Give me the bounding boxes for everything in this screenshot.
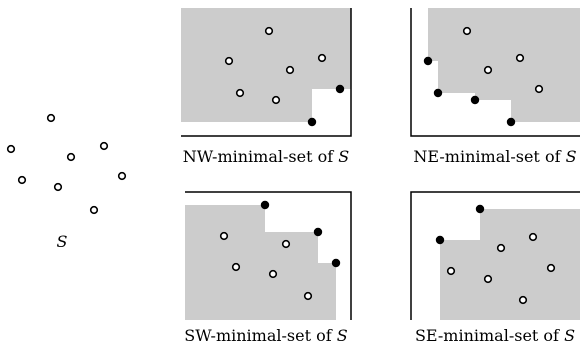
point	[264, 26, 274, 36]
minimal-point	[313, 227, 323, 237]
caption-sw: SW-minimal-set of S	[184, 326, 347, 345]
panel-ne	[410, 8, 580, 137]
point	[317, 53, 327, 63]
point	[99, 141, 109, 151]
set-label: S	[57, 232, 68, 251]
point	[462, 26, 472, 36]
dominance-region	[428, 8, 580, 122]
panel-frame	[181, 8, 352, 137]
point	[446, 266, 456, 276]
point	[271, 95, 281, 105]
point	[17, 175, 27, 185]
panel-frame	[410, 8, 580, 137]
point-set-s	[6, 113, 127, 215]
point	[515, 53, 525, 63]
minimal-point	[506, 117, 516, 127]
point	[117, 171, 127, 181]
minimal-point	[260, 200, 270, 210]
minimal-point	[423, 56, 433, 66]
point	[268, 269, 278, 279]
point	[303, 291, 313, 301]
panel-sw	[185, 191, 352, 320]
panel-se	[410, 191, 580, 320]
caption-nw: NW-minimal-set of S	[183, 147, 349, 166]
point	[53, 182, 63, 192]
minimal-point	[335, 84, 345, 94]
minimal-point	[307, 117, 317, 127]
caption-ne: NE-minimal-set of S	[413, 147, 576, 166]
point	[534, 84, 544, 94]
minimal-point	[433, 88, 443, 98]
point	[483, 274, 493, 284]
point	[546, 263, 556, 273]
minimal-point	[470, 95, 480, 105]
point	[281, 239, 291, 249]
dominance-region	[185, 205, 336, 320]
point	[224, 56, 234, 66]
point	[6, 144, 16, 154]
point	[219, 231, 229, 241]
minimal-point	[475, 204, 485, 214]
point	[496, 243, 506, 253]
panel-frame	[410, 191, 580, 320]
dominance-region	[181, 8, 351, 122]
minimal-point	[331, 258, 341, 268]
minimal-point	[435, 235, 445, 245]
point	[66, 152, 76, 162]
point	[235, 88, 245, 98]
caption-se: SE-minimal-set of S	[415, 326, 575, 345]
point	[483, 65, 493, 75]
point	[89, 205, 99, 215]
point	[528, 232, 538, 242]
panel-nw	[181, 8, 352, 137]
point	[231, 262, 241, 272]
point	[285, 65, 295, 75]
panel-frame	[185, 191, 352, 320]
point	[518, 295, 528, 305]
dominance-region	[440, 209, 580, 320]
point	[46, 113, 56, 123]
